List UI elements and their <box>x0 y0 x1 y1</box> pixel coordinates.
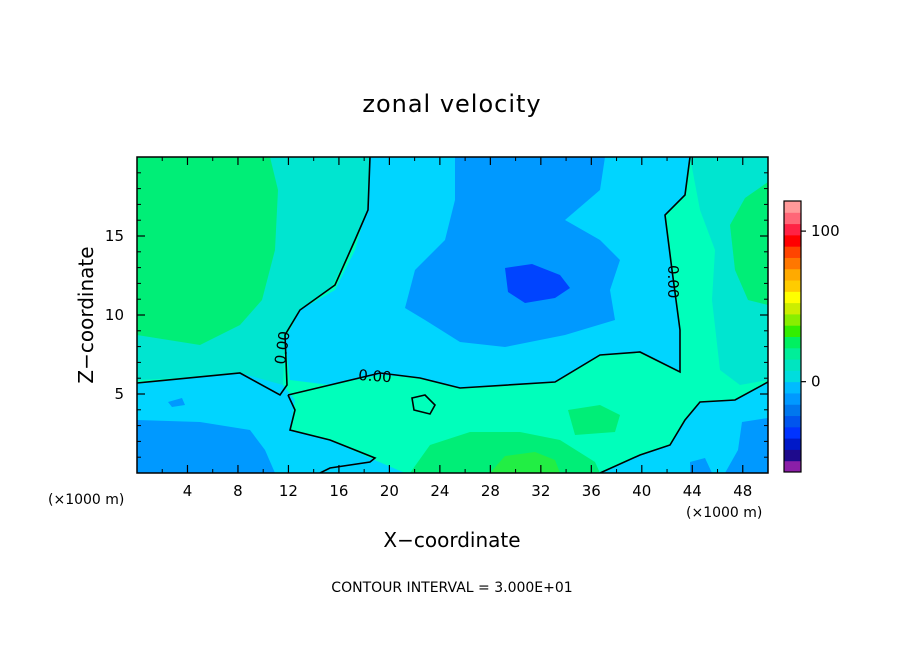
colorbar-segment <box>784 449 801 462</box>
colorbar-frame <box>783 200 802 473</box>
colorbar-segment <box>784 302 801 315</box>
colorbar-segment <box>784 404 801 417</box>
colorbar-segment <box>784 280 801 292</box>
x-axis: 4 8 12 16 20 24 28 32 36 40 44 48 <box>161 157 752 500</box>
colorbar-segment <box>784 347 801 360</box>
colorbar-segment <box>784 381 801 394</box>
contour-label: 0.00 <box>664 265 682 298</box>
colorbar-segment <box>784 201 801 213</box>
colorbar-segment <box>784 325 801 337</box>
x-tick-label: 48 <box>733 482 752 500</box>
x-tick-label: 16 <box>329 482 348 500</box>
zero-contour-middle <box>287 157 691 396</box>
region-lower-right-band <box>725 418 768 473</box>
colorbar-segment <box>784 438 801 450</box>
x-tick-label: 4 <box>183 482 193 500</box>
region-lower-right-negative <box>600 382 768 473</box>
region-lower-left-band <box>137 420 275 473</box>
region-mid-positive-spot <box>568 405 620 435</box>
region-lower-right-band2 <box>690 458 712 473</box>
colorbar: 100 0 <box>783 200 840 473</box>
x-axis-label: X−coordinate <box>383 528 520 552</box>
contour-label: 0.00 <box>358 366 393 386</box>
x-tick-label: 24 <box>430 482 449 500</box>
x-tick-label: 20 <box>380 482 399 500</box>
zero-contour-lower <box>287 394 377 473</box>
colorbar-tick-label: 0 <box>811 373 821 391</box>
y-tick-label: 5 <box>114 385 124 403</box>
colorbar-segment <box>784 212 801 225</box>
region-right-strong <box>730 182 768 305</box>
colorbar-segment <box>784 223 801 236</box>
colorbar-segment <box>784 313 801 326</box>
x-tick-label: 36 <box>582 482 601 500</box>
x-tick-label: 40 <box>632 482 651 500</box>
colorbar-segment <box>784 460 801 473</box>
colorbar-segment <box>784 359 801 371</box>
colorbar-segment <box>784 246 801 258</box>
colorbar-segment <box>784 392 801 405</box>
zero-contour-closed-loop <box>411 394 436 415</box>
colorbar-segment <box>784 415 801 428</box>
x-unit-left: (×1000 m) <box>48 492 124 508</box>
y-axis: 5 10 15 <box>105 172 768 458</box>
y-tick-label: 10 <box>105 306 124 324</box>
x-tick-label: 8 <box>233 482 243 500</box>
plot-area <box>137 157 768 473</box>
zero-contour-left <box>137 157 371 397</box>
colorbar-segment <box>784 370 801 383</box>
region-negative-band <box>405 157 620 347</box>
colorbar-segment <box>784 268 801 281</box>
region-lower-left-spot <box>168 398 185 407</box>
region-jet-core <box>505 264 570 303</box>
contour-interval: CONTOUR INTERVAL = 3.000E+01 <box>331 580 572 596</box>
contour-label: 0.00 <box>271 330 293 366</box>
colorbar-segment <box>784 336 801 349</box>
y-tick-label: 15 <box>105 227 124 245</box>
region-upper-left-strong <box>137 157 278 345</box>
chart-title: zonal velocity <box>362 90 541 118</box>
zero-contour-lower-right <box>599 381 768 473</box>
colorbar-segment <box>784 257 801 270</box>
x-tick-label: 12 <box>279 482 298 500</box>
colorbar-tick-label: 100 <box>811 222 840 240</box>
x-tick-label: 44 <box>683 482 702 500</box>
colorbar-segment <box>784 291 801 304</box>
region-lower-peak <box>490 452 560 473</box>
x-tick-label: 28 <box>481 482 500 500</box>
colorbar-segment <box>784 426 801 439</box>
colorbar-segment <box>784 234 801 247</box>
x-unit-right: (×1000 m) <box>686 505 762 521</box>
x-tick-label: 32 <box>531 482 550 500</box>
y-axis-label: Z−coordinate <box>74 246 98 383</box>
